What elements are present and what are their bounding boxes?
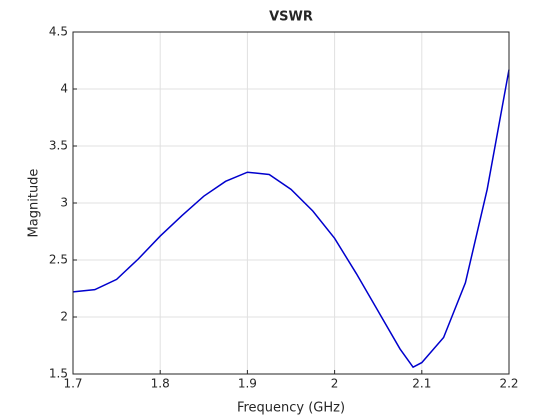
- x-tick-label: 1.7: [63, 377, 82, 391]
- y-tick-label: 4.5: [49, 25, 68, 39]
- y-tick-label: 1.5: [49, 367, 68, 381]
- x-axis-label: Frequency (GHz): [237, 401, 345, 416]
- y-tick-label: 3.5: [49, 139, 68, 153]
- x-tick-label: 1.9: [238, 377, 257, 391]
- x-tick-label: 2.1: [412, 377, 431, 391]
- y-axis-label: Magnitude: [27, 169, 42, 238]
- y-tick-label: 2.5: [49, 253, 68, 267]
- x-tick-label: 1.8: [151, 377, 170, 391]
- y-tick-label: 3: [60, 196, 68, 210]
- line-series: [72, 69, 510, 369]
- y-tick-label: 4: [60, 82, 68, 96]
- x-tick-label: 2: [331, 377, 339, 391]
- y-tick-label: 2: [60, 310, 68, 324]
- x-tick-label: 2.2: [499, 377, 518, 391]
- plot: [72, 69, 510, 369]
- chart-title: VSWR: [269, 10, 313, 25]
